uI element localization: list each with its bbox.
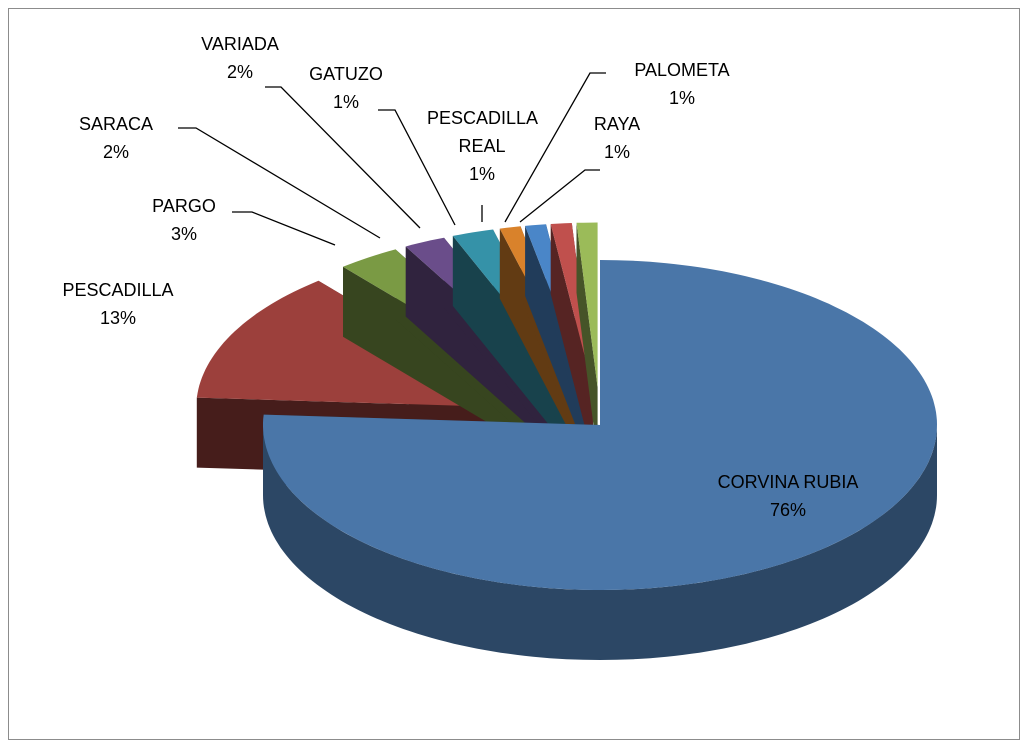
data-label: PESCADILLA REAL 1%	[427, 104, 539, 188]
category-label: PARGO	[152, 196, 216, 216]
value-label: 1%	[603, 142, 631, 162]
category-label: CORVINA RUBIA	[717, 472, 859, 492]
category-label: PESCADILLA	[62, 280, 174, 300]
slice-cut-face	[550, 224, 593, 458]
leader-line	[232, 211, 336, 246]
category-label: PALOMETA	[634, 60, 730, 80]
slice-cut-face	[525, 225, 589, 458]
leader-line	[519, 169, 600, 223]
slice-top	[550, 223, 593, 388]
data-label: PARGO 3%	[152, 192, 216, 248]
leader-line	[178, 127, 381, 239]
value-label: 2%	[102, 142, 129, 162]
chart-frame	[8, 8, 1020, 740]
value-label: 3%	[170, 224, 197, 244]
data-label: VARIADA 2%	[201, 30, 279, 86]
data-label: SARACA 2%	[79, 110, 153, 166]
slice-cut-face	[452, 235, 577, 460]
value-label: 1%	[668, 88, 696, 108]
data-label: PALOMETA 1%	[634, 56, 729, 112]
slice	[263, 260, 937, 660]
slice-top	[263, 260, 937, 590]
category-label: GATUZO	[309, 64, 383, 84]
data-label: PESCADILLA 13%	[62, 276, 173, 332]
data-label: CORVINA RUBIA 76%	[718, 468, 859, 524]
category-label: PESCADILLA REAL	[427, 108, 539, 156]
value-label: 2%	[226, 62, 253, 82]
data-label: GATUZO 1%	[309, 60, 383, 116]
value-label: 1%	[332, 92, 360, 112]
slice-top	[576, 222, 598, 388]
category-label: VARIADA	[201, 34, 279, 54]
value-label: 13%	[99, 308, 137, 328]
leader-line	[378, 109, 456, 226]
leader-line	[265, 86, 421, 229]
leader-line	[504, 72, 606, 223]
slice-cut-face	[576, 222, 598, 458]
data-label: RAYA 1%	[594, 110, 640, 166]
value-label: 1%	[468, 164, 495, 184]
slice	[576, 222, 598, 458]
category-label: RAYA	[593, 114, 641, 134]
value-label: 76%	[769, 500, 807, 520]
slice-side	[263, 425, 937, 660]
category-label: SARACA	[78, 114, 154, 134]
